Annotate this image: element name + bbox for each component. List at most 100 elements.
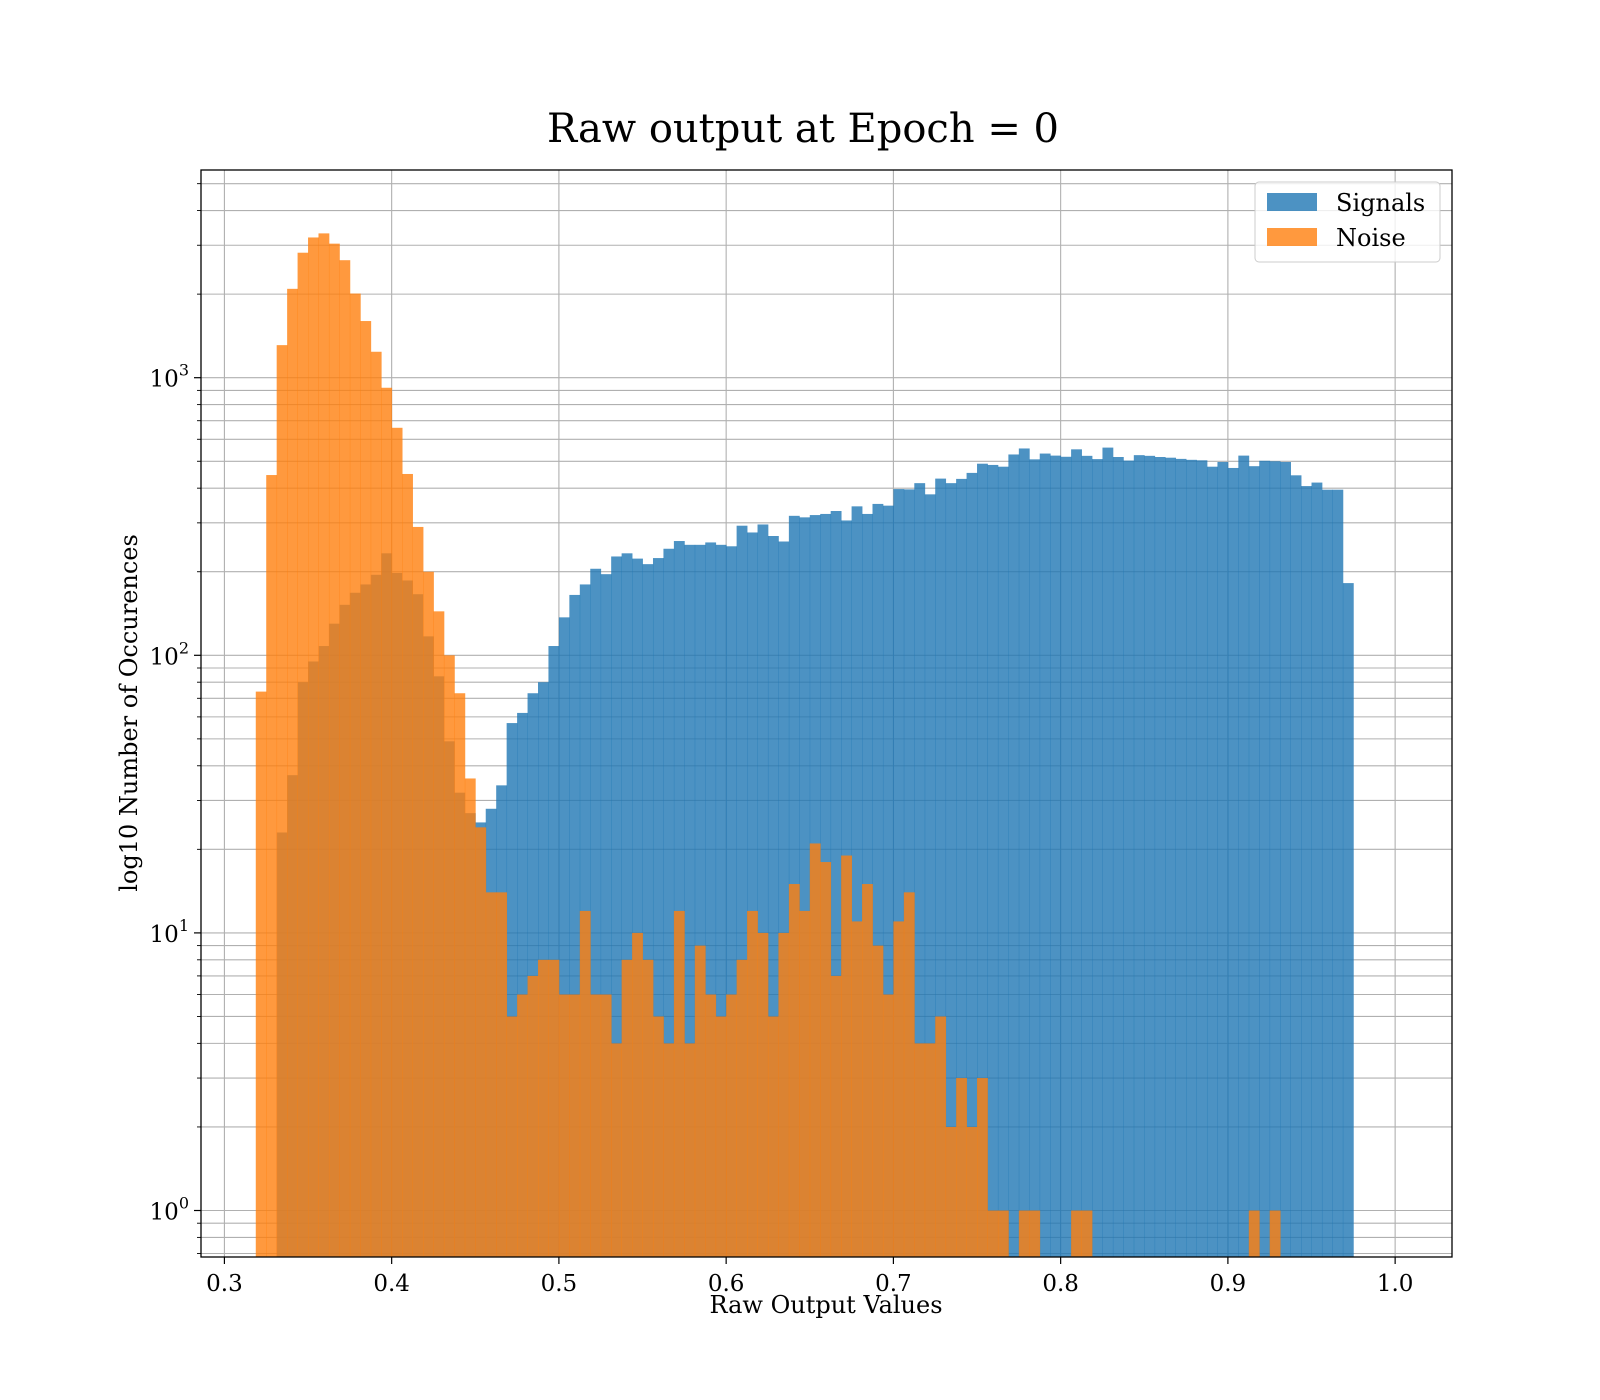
series-noise <box>255 233 1281 1258</box>
histogram-bar <box>1301 486 1312 1258</box>
histogram-bar <box>558 994 570 1257</box>
histogram-bar <box>935 1016 947 1257</box>
histogram-bar <box>757 932 769 1257</box>
histogram-bar <box>736 959 748 1257</box>
histogram-bar <box>851 921 863 1257</box>
histogram-bar <box>1290 475 1302 1257</box>
histogram-bar <box>1206 466 1218 1257</box>
histogram-bar <box>569 594 581 1257</box>
histogram-bar <box>663 1043 675 1257</box>
histogram-bar <box>506 723 518 1257</box>
histogram-bar <box>454 693 466 1257</box>
histogram-bar <box>1175 458 1187 1257</box>
histogram-bar <box>652 1016 664 1257</box>
histogram-bar <box>977 463 988 1257</box>
histogram-bar <box>924 1043 936 1257</box>
x-tick-label: 0.9 <box>1210 1271 1247 1297</box>
histogram-bar <box>621 959 633 1257</box>
histogram-bar <box>1092 459 1103 1257</box>
histogram-bar <box>496 892 508 1257</box>
histogram-bar <box>694 544 706 1257</box>
histogram-bar <box>391 427 403 1257</box>
histogram-bar <box>1029 459 1041 1258</box>
histogram-bar <box>517 712 528 1257</box>
y-axis-label: log10 Number of Occurences <box>115 534 143 892</box>
histogram-bar <box>788 884 800 1257</box>
chart-title: Raw output at Epoch = 0 <box>547 106 1059 152</box>
histogram-bar <box>600 994 612 1257</box>
histogram-bar <box>747 910 758 1257</box>
histogram-bar <box>841 855 852 1257</box>
histogram-bar <box>1332 489 1344 1257</box>
histogram-bar <box>1018 448 1030 1258</box>
histogram-bar <box>370 351 382 1257</box>
histogram-bar <box>1165 457 1177 1257</box>
histogram-bar <box>851 506 863 1258</box>
histogram-bar <box>1196 460 1208 1257</box>
histogram-bar <box>903 892 915 1257</box>
histogram-bar <box>924 494 936 1258</box>
histogram-bar <box>914 1043 926 1257</box>
histogram-bar <box>872 945 884 1257</box>
histogram-bar <box>632 932 643 1257</box>
histogram-bar <box>642 959 654 1257</box>
histogram-bar <box>914 483 926 1257</box>
legend-label-signals: Signals <box>1336 189 1425 217</box>
histogram-bar <box>893 489 905 1257</box>
histogram-bar <box>778 932 790 1257</box>
histogram-bar <box>538 959 549 1257</box>
histogram-bar <box>349 293 361 1257</box>
histogram-bar <box>809 843 821 1257</box>
histogram-bar <box>694 945 706 1257</box>
histogram-bar <box>726 546 737 1257</box>
histogram-bar <box>757 524 769 1257</box>
histogram-bar <box>715 1016 727 1257</box>
histogram-bar <box>663 548 675 1257</box>
histogram-bar <box>1248 1210 1260 1257</box>
histogram-bar <box>1259 460 1271 1257</box>
histogram-bar <box>830 975 842 1257</box>
histogram-bar <box>1008 454 1020 1258</box>
histogram-bar <box>767 1016 779 1257</box>
histogram-bar <box>956 478 967 1257</box>
histogram-bar <box>412 526 424 1257</box>
histogram-bar <box>893 921 905 1257</box>
x-axis-label: Raw Output Values <box>709 1291 942 1319</box>
legend-swatch-noise <box>1267 228 1317 246</box>
histogram-bar <box>673 910 685 1257</box>
histogram-bar <box>569 994 581 1257</box>
histogram-bar <box>642 564 654 1257</box>
histogram-bar <box>517 994 528 1257</box>
histogram-bar <box>443 655 455 1257</box>
legend: Signals Noise <box>1254 181 1441 263</box>
histogram-bar <box>1081 1210 1093 1257</box>
histogram-bar <box>318 233 330 1257</box>
histogram-bar <box>966 472 978 1257</box>
histogram-bar <box>684 544 696 1257</box>
histogram-bar <box>1186 459 1197 1258</box>
histogram-bar <box>1071 1210 1082 1257</box>
histogram-bar <box>1144 455 1156 1258</box>
histogram-bar <box>673 541 685 1257</box>
histogram-bar <box>778 541 790 1257</box>
x-tick-label: 0.8 <box>1042 1271 1079 1297</box>
histogram-bar <box>872 503 884 1257</box>
histogram-bar <box>726 994 737 1257</box>
x-tick-label: 1.0 <box>1377 1271 1414 1297</box>
histogram-bar <box>945 1126 957 1257</box>
axis-ticks: 0.3 0.4 0.5 0.6 0.7 0.8 0.9 1.0 100 101 102 103 <box>150 183 1414 1297</box>
legend-swatch-signals <box>1267 193 1317 211</box>
x-tick-label: 0.6 <box>708 1271 745 1297</box>
histogram-bar <box>820 862 832 1257</box>
y-tick-label: 102 <box>150 638 189 670</box>
histogram-bar <box>966 1126 978 1257</box>
histogram-bar <box>590 994 602 1257</box>
histogram-bar <box>862 884 873 1257</box>
histogram-bar <box>600 574 612 1257</box>
histogram-bar <box>1102 447 1114 1258</box>
histogram-bar <box>1217 461 1229 1257</box>
histogram-bar <box>799 910 811 1257</box>
histogram-bar <box>715 544 727 1257</box>
